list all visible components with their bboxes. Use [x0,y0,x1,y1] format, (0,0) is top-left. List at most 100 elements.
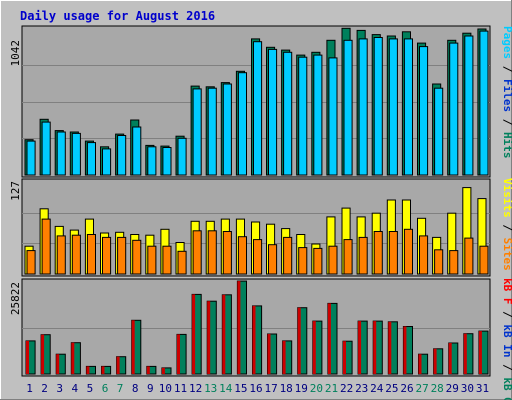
bar-sites-day-8 [132,239,142,275]
x-tick-label-day-19: 19 [295,382,308,395]
bar-kb-f-edge-day-17 [267,334,271,374]
x-tick-label-day-15: 15 [234,382,247,395]
x-tick-label-day-5: 5 [87,382,94,395]
x-tick-label-day-28: 28 [431,382,444,395]
bar-kb-f-edge-day-25 [388,321,392,374]
bar-sites-day-7 [117,236,127,275]
bar-kb-f-edge-day-14 [222,294,226,374]
bar-kb-f-edge-day-27 [418,354,422,374]
bar-files-day-6 [102,148,112,176]
bar-kb-f-edge-day-10 [161,367,165,374]
bar-kb-f-edge-day-3 [56,354,60,374]
bar-sites-day-9 [147,245,157,275]
x-tick-label-day-22: 22 [340,382,353,395]
bar-files-day-19 [298,56,308,176]
bar-sites-day-14 [222,231,232,275]
bar-marks [24,27,489,375]
legend-kb-out: kB Out [501,377,512,400]
legend-files: Files [501,79,512,112]
bar-sites-day-15 [237,236,247,275]
bar-files-day-16 [253,41,263,176]
bar-kb-f-edge-day-18 [282,340,286,374]
bar-files-day-12 [192,88,202,176]
x-tick-label-day-11: 11 [174,382,187,395]
bar-sites-day-18 [283,236,293,275]
bar-kb-f-edge-day-21 [327,303,331,374]
bar-kb-f-edge-day-2 [41,334,45,374]
bar-sites-day-27 [419,235,429,275]
legend-hits: Hits [501,132,512,159]
x-tick-label-day-24: 24 [370,382,384,395]
bar-files-day-28 [434,87,444,176]
bar-kb-f-edge-day-26 [403,326,407,374]
y-max-label-top: 1042 [9,40,22,67]
bar-kb-f-edge-day-12 [192,294,196,374]
legend-visits: Visits [501,178,512,218]
bar-sites-day-28 [434,249,444,275]
x-tick-label-day-20: 20 [310,382,323,395]
bar-sites-day-31 [479,245,489,275]
bar-kb-f-edge-day-13 [207,301,211,374]
bar-files-day-2 [41,121,51,176]
x-tick-label-day-12: 12 [189,382,202,395]
bar-sites-day-29 [449,250,459,275]
x-tick-label-day-7: 7 [117,382,124,395]
x-tick-label-day-23: 23 [355,382,368,395]
bar-sites-day-5 [86,234,97,275]
bar-files-day-27 [419,46,429,176]
bar-kb-f-edge-day-24 [373,321,377,374]
bar-sites-day-12 [192,230,202,275]
bar-kb-f-edge-day-7 [116,356,120,374]
x-tick-label-day-14: 14 [219,382,233,395]
bar-files-day-22 [343,39,353,176]
bar-files-day-20 [313,54,323,176]
x-tick-label-day-18: 18 [280,382,293,395]
bar-kb-f-edge-day-19 [297,307,301,374]
x-tick-label-day-26: 26 [400,382,413,395]
bar-files-day-25 [388,38,398,176]
bar-files-day-9 [147,146,157,176]
bar-files-day-23 [358,38,368,176]
x-tick-label-day-17: 17 [264,382,277,395]
x-tick-label-day-10: 10 [159,382,172,395]
bar-files-day-5 [86,142,97,176]
bar-files-day-8 [132,126,142,176]
y-max-label-middle: 127 [9,181,22,201]
bar-files-day-26 [403,38,413,176]
bar-files-day-14 [222,83,232,176]
bar-files-day-15 [237,72,247,176]
x-tick-label-day-13: 13 [204,382,217,395]
bar-sites-day-19 [298,247,308,275]
x-axis-day-labels: 1 2 3 4 5 6 7 8 9 10 11 12 13 14 15 16 17 18 19 20 21 22 23 24 2… [26,382,489,395]
bar-sites-day-3 [56,235,66,275]
bar-kb-f-edge-day-20 [312,321,316,374]
bar-sites-day-23 [358,236,368,275]
bar-kb-f-edge-day-22 [343,341,346,374]
bar-files-day-30 [464,35,474,176]
x-tick-label-day-29: 29 [446,382,459,395]
bar-files-day-18 [283,51,293,176]
bar-sites-day-1 [26,250,36,275]
bar-sites-day-11 [177,250,187,275]
bar-kb-f-edge-day-29 [448,343,452,374]
bar-files-day-4 [71,132,81,176]
bar-kb-f-edge-day-9 [146,366,150,374]
y-max-label-bottom: 25822 [9,282,22,315]
x-tick-label-day-31: 31 [476,382,489,395]
x-tick-label-day-30: 30 [461,382,474,395]
bar-sites-day-16 [253,239,263,275]
bar-kb-f-edge-day-31 [478,331,482,374]
bar-kb-f-edge-day-23 [358,321,362,374]
bar-kb-f-edge-day-8 [131,320,135,374]
chart-title: Daily usage for August 2016 [20,9,215,23]
bar-files-day-21 [328,57,338,176]
bar-kb-f-edge-day-28 [433,348,437,374]
bar-kb-f-edge-day-1 [26,340,29,374]
bar-files-day-31 [479,30,489,176]
bar-sites-day-26 [403,228,413,275]
x-tick-label-day-25: 25 [385,382,398,395]
bar-files-day-10 [162,147,172,176]
bar-sites-day-6 [102,236,112,275]
x-tick-label-day-3: 3 [56,382,63,395]
legend-bottom: kB F / kB In / kB Out [501,278,512,400]
